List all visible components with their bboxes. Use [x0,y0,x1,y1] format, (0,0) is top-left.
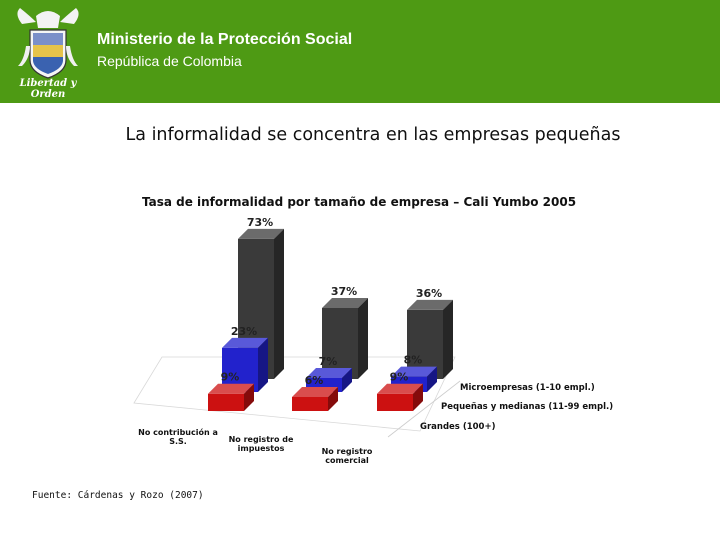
chart-axis-line [387,380,461,438]
bar-front [292,397,328,411]
org-subtitle: República de Colombia [97,53,242,69]
source-note: Fuente: Cárdenas y Rozo (2007) [32,490,204,501]
bar-front [377,393,413,411]
bar-side [328,387,338,411]
bar-top [306,368,352,378]
header-banner: Libertad y Orden Ministerio de la Protec… [0,0,720,103]
series-label-3: Grandes (100+) [420,422,496,432]
category-label-2: No registro de impuestos [229,435,294,453]
chart-title: Tasa de informalidad por tamaño de empre… [142,195,576,209]
bar-top [407,299,453,310]
data-label-3-2: 6% [305,374,324,387]
data-label-3-3: 9% [390,371,409,384]
category-label-1: No contribución a S.S. [138,427,218,446]
series-label-2: Pequeñas y medianas (11-99 empl.) [441,402,613,412]
bar-top [238,228,284,239]
crest-motto: Libertad y Orden [19,78,77,100]
bar-side [427,366,437,392]
bar-top [222,337,268,348]
bar-side [244,383,254,411]
data-label-2-1: 23% [231,325,257,338]
coat-of-arms-icon [17,8,79,79]
bar-front [208,393,244,411]
data-label-2-3: 8% [404,354,423,367]
data-label-1-1: 73% [247,216,273,229]
bar-top [322,297,368,308]
bar-top [377,383,423,394]
bar-side [342,368,352,392]
bar-top [292,387,338,397]
bar-side [443,299,453,379]
data-label-1-3: 36% [416,287,442,300]
slide-title: La informalidad se concentra en las empr… [125,125,621,145]
data-label-3-1: 9% [221,371,240,384]
bar-side [258,337,268,392]
data-label-2-2: 7% [319,355,338,368]
chart-floor [133,356,456,432]
bar-3-3 [377,383,423,411]
series-label-1: Microempresas (1-10 empl.) [460,383,595,393]
bar-1-2 [322,297,368,379]
bar-front [322,307,358,379]
bar-side [274,228,284,379]
bar-side [413,383,423,411]
bar-top [208,383,254,394]
informality-bar-chart: Tasa de informalidad por tamaño de empre… [133,195,613,465]
org-name: Ministerio de la Protección Social [97,31,353,48]
category-label-3: No registro comercial [322,447,373,465]
bar-3-2 [292,387,338,411]
data-label-1-2: 37% [331,285,357,298]
bar-3-1 [208,383,254,411]
bar-side [358,297,368,379]
bar-top [391,366,437,377]
